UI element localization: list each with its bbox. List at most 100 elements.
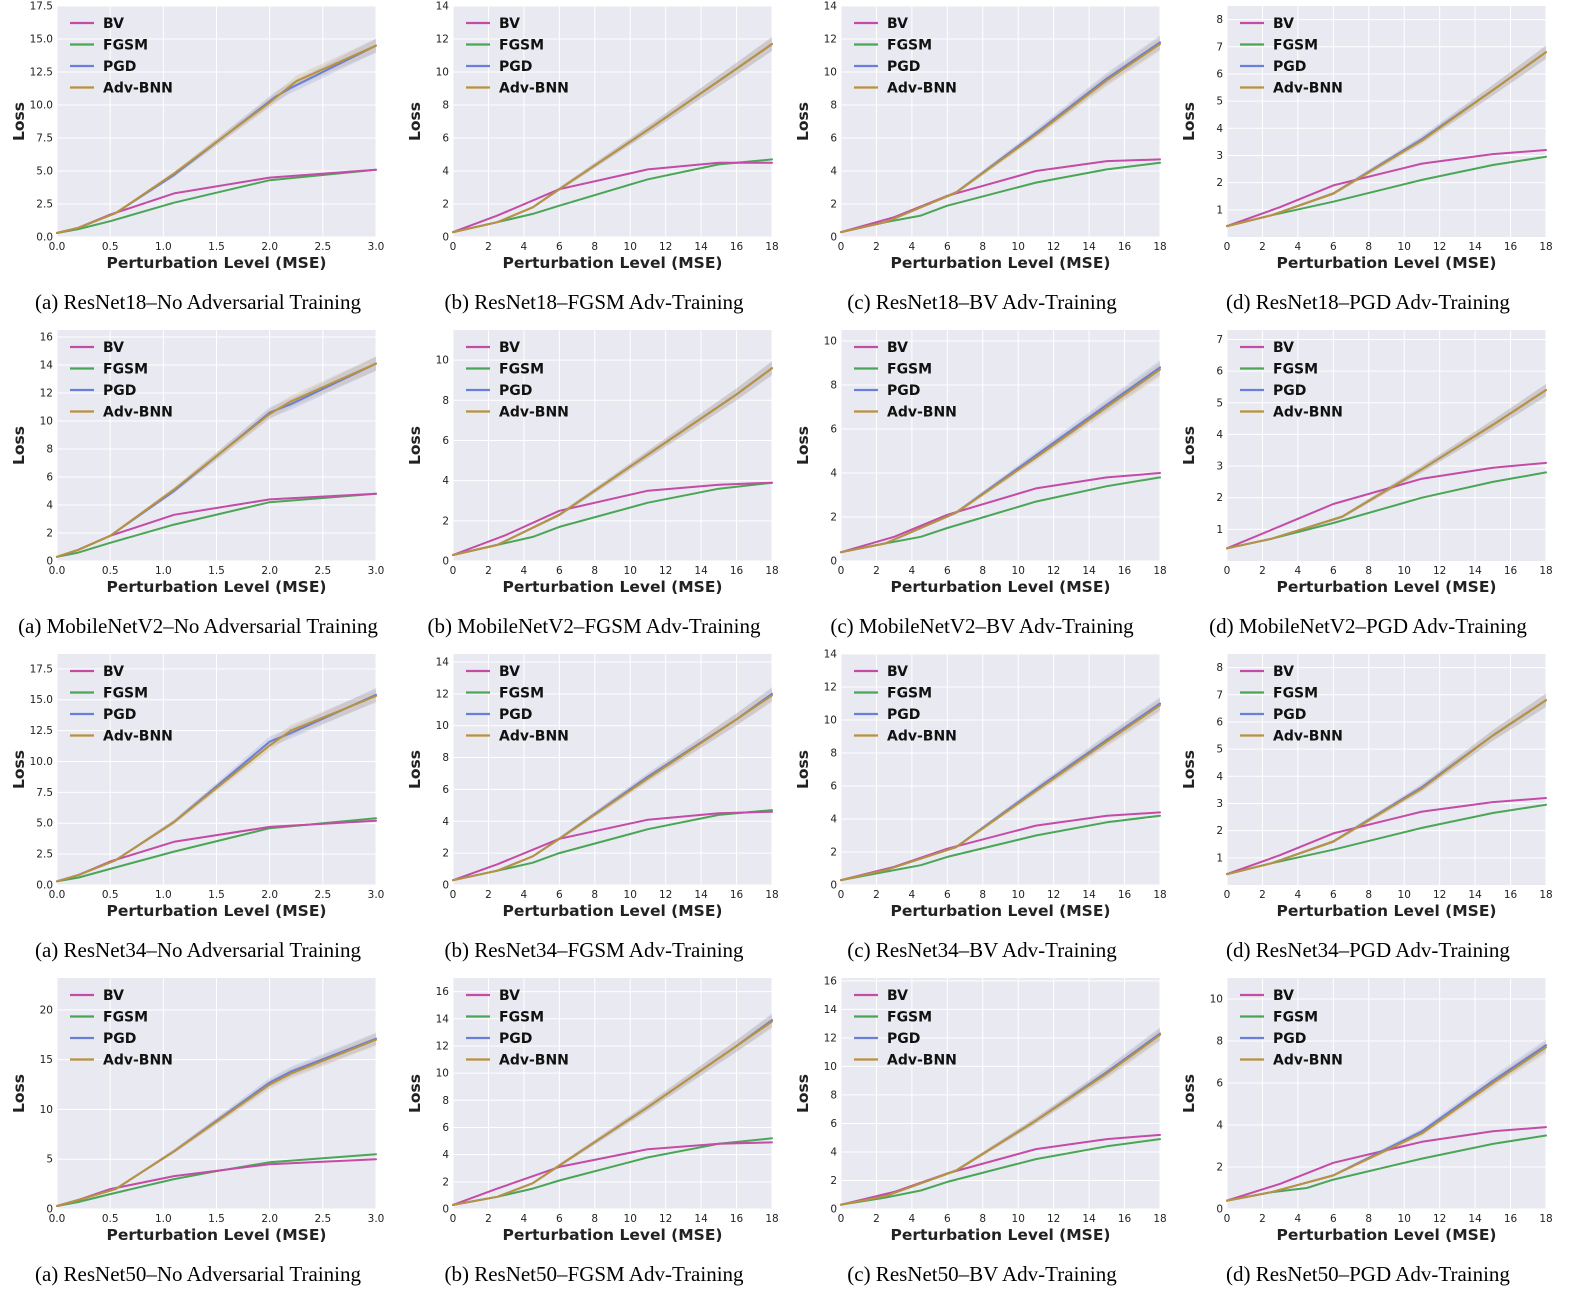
x-tick-label: 0.0 [49, 889, 66, 901]
y-tick-label: 4 [830, 814, 837, 826]
x-tick-label: 18 [1153, 241, 1166, 253]
figure-caption: (b) ResNet18–FGSM Adv-Training [444, 290, 744, 314]
legend-label: PGD [499, 707, 532, 723]
y-tick-label: 2 [442, 199, 449, 211]
figure-caption: (c) ResNet34–BV Adv-Training [847, 938, 1117, 962]
x-tick-label: 2.5 [314, 1213, 331, 1225]
x-tick-label: 16 [1504, 241, 1518, 253]
figure-caption: (a) ResNet34–No Adversarial Training [34, 938, 362, 962]
x-tick-label: 0 [838, 241, 845, 253]
plot-area [453, 654, 772, 885]
x-tick-label: 0.0 [49, 565, 66, 577]
x-tick-label: 2 [485, 241, 492, 253]
x-tick-label: 4 [909, 889, 916, 901]
y-tick-label: 8 [442, 752, 449, 764]
chart-panel: 0 2 4 6 8 10 12 14 16 18 0 2 4 6 8 10 12 14 16 Perturbation… [396, 972, 792, 1298]
y-tick-label: 5 [46, 1154, 53, 1166]
chart-panel: 0 2 4 6 8 10 12 14 16 18 0 2 4 6 8 10 Perturbation Level… [784, 324, 1180, 650]
y-tick-label: 12.5 [30, 67, 53, 79]
x-tick-label: 6 [556, 241, 563, 253]
legend-label: FGSM [103, 38, 148, 54]
x-tick-label: 14 [694, 241, 708, 253]
series-line-adv-bnn [840, 368, 1161, 554]
x-tick-label: 8 [591, 241, 598, 253]
x-tick-label: 6 [1330, 1213, 1337, 1225]
y-tick-label: 4 [830, 166, 837, 178]
x-tick-label: 10 [1398, 565, 1411, 577]
legend-label: FGSM [103, 686, 148, 702]
series-line-adv-bnn [452, 367, 773, 556]
x-tick-label: 6 [944, 241, 951, 253]
legend-label: FGSM [887, 362, 932, 378]
x-tick-label: 0.5 [102, 1213, 119, 1225]
x-tick-label: 4 [521, 241, 528, 253]
y-tick-label: 3 [1216, 150, 1223, 162]
series-line-bv [840, 1133, 1161, 1206]
x-tick-label: 0 [450, 889, 457, 901]
x-tick-label: 10 [1012, 1213, 1025, 1225]
y-axis-label: Loss [1180, 1074, 1198, 1113]
x-tick-label: 2.5 [314, 241, 331, 253]
y-tick-label: 8 [442, 1095, 449, 1107]
x-tick-label: 16 [1118, 565, 1132, 577]
x-tick-label: 18 [765, 565, 778, 577]
y-tick-label: 4 [442, 475, 449, 487]
figure-caption: (a) ResNet18–No Adversarial Training [34, 290, 362, 314]
series-line-bv [1226, 149, 1547, 228]
chart-panel: 0 2 4 6 8 10 12 14 16 18 1 2 3 4 5 6 7 8 Perturbation Leve… [1170, 0, 1566, 326]
figure-caption: (c) MobileNetV2–BV Adv-Training [830, 614, 1134, 638]
y-tick-label: 6 [442, 435, 449, 447]
x-tick-label: 10 [1012, 565, 1025, 577]
y-tick-label: 6 [830, 424, 837, 436]
x-tick-label: 1.0 [155, 1213, 172, 1225]
legend-label: Adv-BNN [499, 81, 569, 97]
x-tick-label: 2 [485, 1213, 492, 1225]
y-tick-label: 14 [824, 1004, 838, 1016]
y-tick-label: 14 [436, 1, 450, 13]
x-tick-label: 8 [591, 889, 598, 901]
legend-label: PGD [103, 383, 136, 399]
line-chart: 0.0 0.5 1.0 1.5 2.0 2.5 3.0 0.0 2.5 5.0 7.5 10.0 12.… [10, 1, 384, 273]
y-tick-label: 12 [40, 388, 53, 400]
y-tick-label: 4 [442, 816, 449, 828]
y-tick-label: 2.5 [36, 849, 53, 861]
x-tick-label: 6 [556, 1213, 563, 1225]
x-tick-label: 14 [1468, 1213, 1482, 1225]
y-tick-label: 10 [1210, 994, 1223, 1006]
x-axis-label: Perturbation Level (MSE) [1276, 902, 1496, 920]
series-line-bv [840, 472, 1161, 554]
y-tick-label: 6 [830, 781, 837, 793]
x-tick-label: 1.5 [208, 889, 225, 901]
y-tick-label: 8 [442, 100, 449, 112]
confidence-band [57, 1032, 376, 1207]
x-tick-label: 18 [1539, 241, 1552, 253]
x-tick-label: 4 [909, 241, 916, 253]
series-line-adv-bnn [452, 43, 773, 234]
x-tick-label: 14 [1082, 1213, 1096, 1225]
chart-panel: 0 2 4 6 8 10 12 14 16 18 1 2 3 4 5 6 7 8 Perturbation Leve… [1170, 648, 1566, 974]
legend-label: PGD [103, 59, 136, 75]
legend-label: Adv-BNN [499, 1053, 569, 1069]
x-tick-label: 0 [838, 1213, 845, 1225]
legend-label: BV [1273, 340, 1294, 356]
y-tick-label: 0 [442, 880, 449, 892]
x-tick-label: 2.5 [314, 889, 331, 901]
legend-label: FGSM [887, 38, 932, 54]
y-tick-label: 5.0 [36, 166, 53, 178]
chart-panel: 0.0 0.5 1.0 1.5 2.0 2.5 3.0 0 2 4 6 8 10 12 14 16 Pertur… [0, 324, 396, 650]
x-tick-label: 0 [1224, 889, 1231, 901]
x-tick-label: 16 [730, 1213, 744, 1225]
legend-label: FGSM [103, 1010, 148, 1026]
x-tick-label: 6 [556, 565, 563, 577]
x-tick-label: 4 [521, 889, 528, 901]
y-tick-label: 8 [830, 380, 837, 392]
legend-label: Adv-BNN [887, 81, 957, 97]
x-tick-label: 8 [1365, 1213, 1372, 1225]
legend-label: PGD [103, 707, 136, 723]
x-axis-label: Perturbation Level (MSE) [890, 902, 1110, 920]
y-tick-label: 1 [1216, 524, 1223, 536]
